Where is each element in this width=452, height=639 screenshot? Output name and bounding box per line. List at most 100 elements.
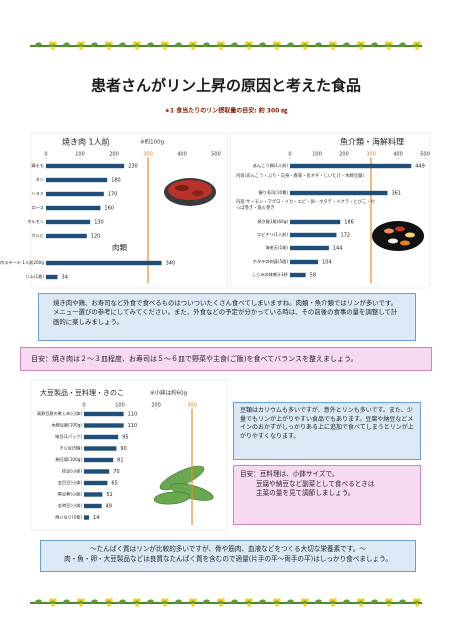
flower xyxy=(333,598,337,602)
flower xyxy=(273,41,277,45)
flower xyxy=(105,598,109,602)
flower xyxy=(389,41,393,45)
flower xyxy=(217,598,221,602)
x-tick-label: 400 xyxy=(393,152,403,158)
category-label: ホルモン xyxy=(27,219,44,224)
category-label: 枝豆(小鉢) xyxy=(62,468,82,475)
flower xyxy=(219,46,223,50)
value-label: 449 xyxy=(415,164,425,170)
flower xyxy=(77,598,81,602)
flower xyxy=(107,46,111,50)
chart-title: 肉類 xyxy=(112,242,127,252)
flower xyxy=(361,41,365,45)
flower xyxy=(387,603,391,607)
bar xyxy=(46,219,91,225)
flower xyxy=(273,598,277,602)
value-label: 180 xyxy=(111,178,121,184)
bar xyxy=(84,423,124,428)
flower xyxy=(165,598,169,602)
bar xyxy=(290,245,329,251)
bar xyxy=(290,259,319,265)
flower xyxy=(77,41,81,45)
leaf xyxy=(314,599,322,604)
leaf xyxy=(118,42,126,47)
flower xyxy=(193,598,197,602)
title: 患者さんがリン上昇の原因と考えた食品 xyxy=(91,77,361,95)
value-label: 172 xyxy=(340,233,350,239)
flower xyxy=(135,603,139,607)
bar xyxy=(84,515,90,520)
leaf xyxy=(342,42,350,47)
x-tick-label: 100 xyxy=(75,152,85,158)
flower xyxy=(415,603,419,607)
flower xyxy=(413,41,417,45)
value-label: 110 xyxy=(128,423,138,429)
value-label: 70 xyxy=(113,469,119,475)
x-tick-label: 0 xyxy=(44,152,47,158)
category-label: ハム(1枚) xyxy=(26,273,45,280)
bar xyxy=(290,232,337,238)
flower xyxy=(53,41,57,45)
leaf xyxy=(258,42,266,47)
value-label: 14 xyxy=(93,515,99,521)
x-tick-label: 300 xyxy=(366,152,376,158)
leaf xyxy=(202,42,210,47)
bar xyxy=(84,492,103,497)
flower xyxy=(109,598,113,602)
x-tick-label: 0 xyxy=(82,403,85,409)
text-box: 豆類はカリウムも多いですが、意外とリンも多いです。また、少量でもリンが上がりやす… xyxy=(233,402,421,460)
flower xyxy=(305,41,309,45)
value-label: 230 xyxy=(128,164,138,170)
flower xyxy=(389,598,393,602)
value-label: 144 xyxy=(333,246,343,252)
panel xyxy=(229,132,431,289)
flower xyxy=(81,41,85,45)
flower xyxy=(191,46,195,50)
flower xyxy=(275,603,279,607)
leaf xyxy=(370,42,378,47)
flower xyxy=(387,46,391,50)
bar xyxy=(46,205,101,211)
flower xyxy=(415,46,419,50)
category-label: そら豆(5個) xyxy=(59,445,82,452)
flower xyxy=(137,598,141,602)
flower xyxy=(165,41,169,45)
value-label: 65 xyxy=(111,481,117,487)
category-label: 焼いなり(2枚) xyxy=(55,514,82,521)
text-box: 焼き肉や鶏、お寿司など外食で食べるものはついついたくさん食べてしまいますね。肉類… xyxy=(38,293,416,341)
flower xyxy=(245,41,249,45)
leaf xyxy=(258,599,266,604)
leaf xyxy=(286,42,294,47)
leaf xyxy=(174,599,182,604)
flower xyxy=(53,598,57,602)
x-tick-label: 300 xyxy=(187,403,197,409)
flower xyxy=(49,41,53,45)
flower xyxy=(79,46,83,50)
category-label: エビチリ(1人前) xyxy=(257,231,288,238)
flower xyxy=(193,41,197,45)
x-tick-label: 500 xyxy=(420,152,430,158)
x-tick-label: 500 xyxy=(211,152,221,158)
bar xyxy=(290,163,412,169)
flower xyxy=(133,598,137,602)
x-tick-label: 100 xyxy=(312,152,322,158)
flower xyxy=(359,46,363,50)
leaf xyxy=(90,599,98,604)
x-tick-label: 400 xyxy=(177,152,187,158)
flower xyxy=(303,46,307,50)
value-label: 90 xyxy=(120,446,126,452)
flower xyxy=(105,41,109,45)
x-tick-label: 200 xyxy=(151,403,161,409)
leaf xyxy=(62,599,70,604)
bar xyxy=(84,457,114,463)
category-label: 海老天(1尾) xyxy=(265,244,288,251)
flower xyxy=(161,598,165,602)
flower xyxy=(249,41,253,45)
leaf xyxy=(90,42,98,47)
flower xyxy=(49,598,53,602)
category-label: ホタテの刺身(5個) xyxy=(253,258,289,265)
flower xyxy=(277,41,281,45)
bar xyxy=(290,272,306,278)
flower xyxy=(249,598,253,602)
